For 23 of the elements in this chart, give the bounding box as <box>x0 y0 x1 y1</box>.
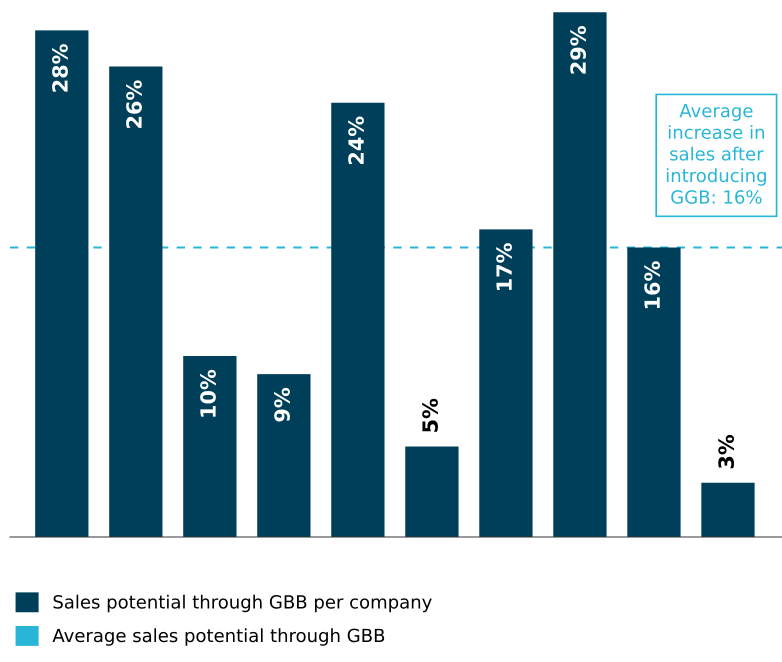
legend-label: Average sales potential through GBB <box>52 628 384 646</box>
annotation: Average increase in sales after introducing GGB: 16% <box>666 104 766 204</box>
bar <box>109 66 162 537</box>
data-label: 17% <box>496 243 512 290</box>
data-label: 24% <box>348 116 364 164</box>
bar <box>183 356 236 537</box>
data-label: 3% <box>718 434 734 468</box>
data-label: 29% <box>570 26 586 74</box>
bar <box>331 102 385 537</box>
data-label: 28% <box>52 44 68 92</box>
bar <box>257 374 311 537</box>
bar <box>35 30 88 537</box>
data-label: 16% <box>644 261 660 308</box>
bar <box>479 229 533 537</box>
legend-label: Sales potential through GBB per company <box>54 594 432 612</box>
data-label: 10% <box>200 370 216 417</box>
data-label: 9% <box>274 388 290 422</box>
data-label: 5% <box>422 398 438 432</box>
bar <box>701 482 755 537</box>
data-label: 26% <box>126 80 142 128</box>
bar <box>627 247 681 537</box>
bar <box>405 446 459 537</box>
bar <box>553 12 607 537</box>
